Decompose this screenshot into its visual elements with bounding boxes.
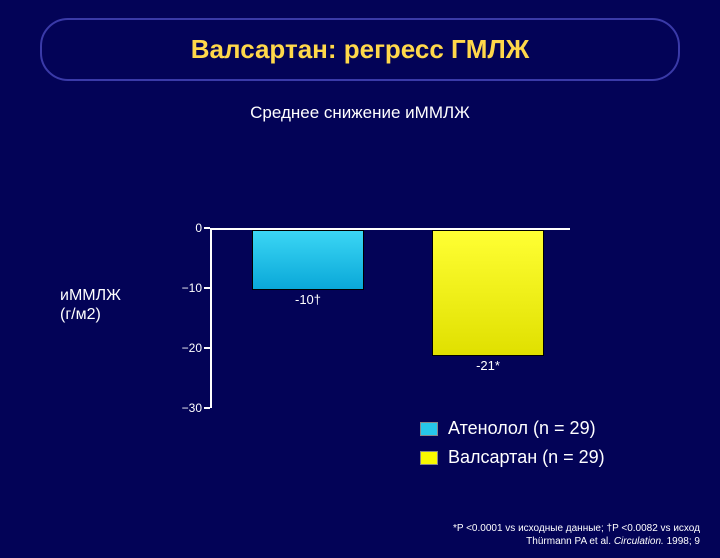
y-axis-label: иММЛЖ (г/м2) [60, 286, 121, 324]
y-tick-label: −10 [152, 281, 202, 295]
bar-label-atenolol: -10† [283, 292, 333, 307]
footnote: *P <0.0001 vs исходные данные; †P <0.008… [453, 523, 700, 548]
footnote-line2-post: 1998; 9 [664, 536, 700, 547]
bar-chart: 0−10−20−30-10†-21* [210, 228, 570, 408]
legend-swatch [420, 422, 438, 436]
title-box: Валсартан: регресс ГМЛЖ [40, 18, 680, 81]
y-axis-label-line1: иММЛЖ [60, 287, 121, 304]
footnote-line2-pre: Thürmann PA et al. [526, 536, 614, 547]
legend-label: Валсартан (n = 29) [448, 447, 605, 468]
y-tick [204, 347, 210, 349]
y-tick [204, 287, 210, 289]
legend-item: Валсартан (n = 29) [420, 447, 605, 468]
y-tick-label: −30 [152, 401, 202, 415]
y-tick-label: 0 [152, 221, 202, 235]
y-tick-label: −20 [152, 341, 202, 355]
legend-item: Атенолол (n = 29) [420, 418, 605, 439]
bar-valsartan [432, 230, 544, 356]
y-tick [204, 227, 210, 229]
y-tick [204, 407, 210, 409]
legend: Атенолол (n = 29) Валсартан (n = 29) [420, 418, 605, 476]
slide-title: Валсартан: регресс ГМЛЖ [191, 34, 529, 64]
bar-atenolol [252, 230, 364, 290]
footnote-line2-italic: Circulation. [614, 536, 664, 547]
slide-subtitle: Среднее снижение иММЛЖ [0, 103, 720, 123]
bar-label-valsartan: -21* [463, 358, 513, 373]
footnote-line1: *P <0.0001 vs исходные данные; †P <0.008… [453, 523, 700, 534]
legend-label: Атенолол (n = 29) [448, 418, 596, 439]
legend-swatch [420, 451, 438, 465]
y-axis-label-line2: (г/м2) [60, 306, 101, 323]
y-axis [210, 228, 212, 408]
